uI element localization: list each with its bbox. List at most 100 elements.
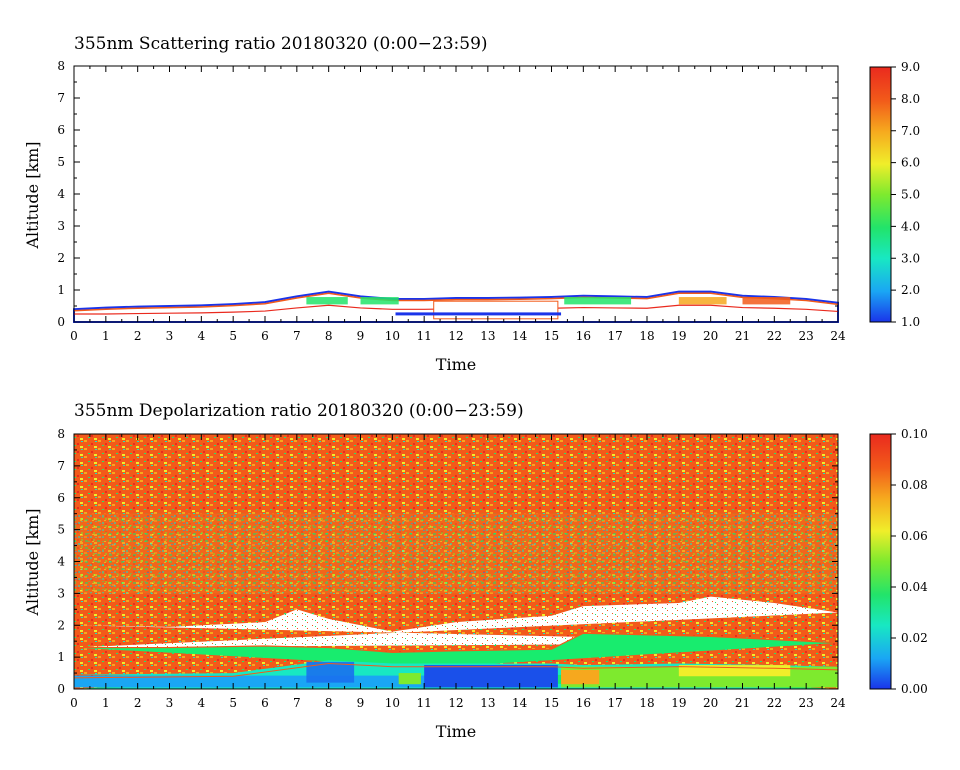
y-tick-label: 0 [57, 315, 65, 329]
plot-frame [73, 65, 839, 323]
y-tick-label: 5 [57, 155, 65, 169]
mid-altitude-noise [74, 513, 838, 594]
y-tick-label: 7 [57, 459, 65, 473]
x-tick-label: 14 [512, 329, 528, 343]
x-tick-label: 11 [417, 329, 432, 343]
x-tick-label: 0 [70, 696, 78, 710]
x-tick-label: 8 [325, 329, 333, 343]
x-tick-label: 22 [767, 696, 782, 710]
x-tick-label: 20 [703, 329, 718, 343]
x-tick-label: 10 [385, 329, 400, 343]
colorbar-tick-label: 0.00 [901, 682, 928, 696]
x-tick-label: 1 [102, 696, 110, 710]
x-tick-label: 21 [735, 329, 750, 343]
x-tick-label: 7 [293, 696, 301, 710]
x-axis-label: Time [436, 722, 476, 741]
x-tick-label: 23 [799, 696, 814, 710]
x-tick-label: 17 [608, 329, 623, 343]
x-axis-label: Time [436, 355, 476, 374]
x-tick-label: 3 [166, 696, 174, 710]
x-tick-label: 23 [799, 329, 814, 343]
colorbar-tick-label: 0.06 [901, 529, 928, 543]
aerosol-patch [742, 297, 791, 305]
colorbar-tick-label: 6.0 [901, 156, 920, 170]
aerosol-patch [306, 297, 348, 305]
x-tick-label: 10 [385, 696, 400, 710]
x-tick-label: 0 [70, 329, 78, 343]
colorbar-tick-label: 8.0 [901, 92, 920, 106]
x-tick-label: 9 [357, 696, 365, 710]
colorbar-tick-label: 5.0 [901, 188, 920, 202]
colorbar-tick-label: 2.0 [901, 283, 920, 297]
colorbar-tick-label: 3.0 [901, 251, 920, 265]
x-tick-label: 6 [261, 329, 269, 343]
x-tick-label: 22 [767, 329, 782, 343]
colorbar-tick-label: 7.0 [901, 124, 920, 138]
inner-clear-region [433, 300, 559, 320]
dust-core [561, 669, 600, 685]
colorbar-tick-label: 0.04 [901, 580, 928, 594]
x-tick-label: 14 [512, 696, 528, 710]
x-tick-label: 16 [576, 696, 591, 710]
x-tick-label: 15 [544, 329, 559, 343]
x-tick-label: 2 [134, 329, 142, 343]
x-tick-label: 18 [639, 329, 654, 343]
x-tick-label: 6 [261, 696, 269, 710]
x-tick-label: 3 [166, 329, 174, 343]
y-tick-label: 3 [57, 586, 65, 600]
x-axis: 0 1 2 3 4 5 6 7 8 9 10 11 12 13 14 15 16 17 18 19 20 21 22 23 24 [70, 434, 846, 710]
colorbar-tick-label: 0.08 [901, 478, 928, 492]
x-tick-label: 18 [639, 696, 654, 710]
aerosol-patch [360, 297, 399, 305]
x-tick-label: 24 [830, 329, 846, 343]
colorbar-tick-label: 0.02 [901, 631, 928, 645]
x-tick-label: 4 [198, 696, 206, 710]
x-tick-label: 5 [229, 696, 237, 710]
y-tick-label: 8 [57, 427, 65, 441]
y-tick-label: 2 [57, 618, 65, 632]
colorbar-gradient [869, 66, 892, 323]
x-tick-label: 8 [325, 696, 333, 710]
y-axis: 0 1 2 3 4 5 6 7 8 [57, 59, 838, 329]
y-axis-label: Altitude [km] [23, 508, 42, 616]
y-tick-label: 6 [57, 491, 65, 505]
x-tick-label: 2 [134, 696, 142, 710]
low-depol-core [424, 665, 558, 688]
y-tick-label: 3 [57, 219, 65, 233]
y-tick-label: 1 [57, 283, 65, 297]
low-depol-patch [306, 661, 355, 683]
x-tick-label: 11 [417, 696, 432, 710]
colorbar: 0.00 0.02 0.04 0.06 0.08 0.10 [869, 427, 928, 696]
colorbar-tick-label: 0.10 [901, 427, 928, 441]
x-tick-label: 19 [671, 696, 686, 710]
chart-title: 355nm Scattering ratio 20180320 (0:00−23… [74, 34, 488, 54]
dust-core-upper [678, 665, 791, 677]
chart-title: 355nm Depolarization ratio 20180320 (0:0… [74, 401, 524, 421]
colorbar-tick-label: 1.0 [901, 315, 920, 329]
x-tick-label: 12 [448, 696, 463, 710]
y-tick-label: 4 [57, 187, 65, 201]
colorbar: 1.0 2.0 3.0 4.0 5.0 6.0 7.0 8.0 9.0 [869, 60, 920, 329]
x-tick-label: 1 [102, 329, 110, 343]
x-tick-label: 13 [480, 696, 495, 710]
y-tick-label: 2 [57, 251, 65, 265]
colorbar-ticks: 1.0 2.0 3.0 4.0 5.0 6.0 7.0 8.0 9.0 [891, 60, 920, 329]
inner-layer-edge [73, 662, 839, 679]
x-tick-label: 12 [448, 329, 463, 343]
low-ratio-strip [395, 312, 562, 316]
x-tick-label: 19 [671, 329, 686, 343]
x-tick-label: 4 [198, 329, 206, 343]
plot-area [73, 290, 839, 323]
x-tick-label: 15 [544, 696, 559, 710]
y-tick-label: 7 [57, 91, 65, 105]
x-tick-label: 21 [735, 696, 750, 710]
y-tick-label: 8 [57, 59, 65, 73]
clear-band [74, 596, 838, 648]
colorbar-gradient [869, 433, 892, 690]
x-tick-label: 20 [703, 696, 718, 710]
aerosol-patch [678, 297, 727, 305]
colorbar-ticks: 0.00 0.02 0.04 0.06 0.08 0.10 [891, 427, 928, 696]
aerosol-patch [564, 297, 632, 305]
depol-spot [398, 673, 421, 685]
